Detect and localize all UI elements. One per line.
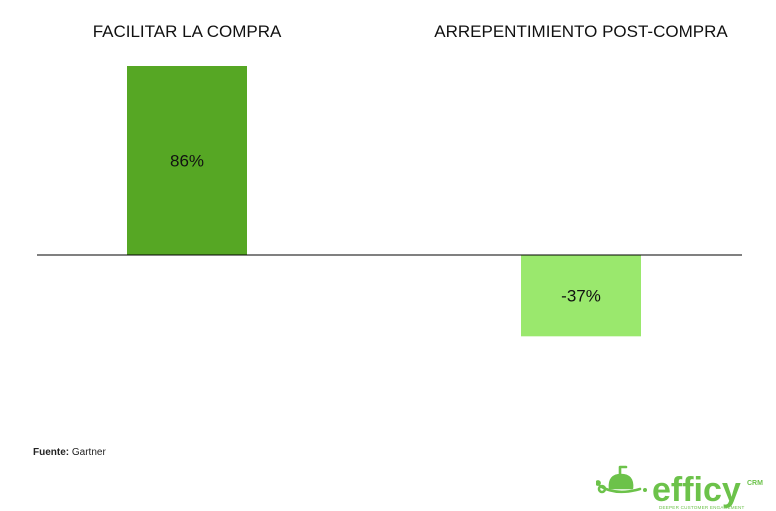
bar-facilitar-la-compra: [127, 66, 247, 255]
efficy-logo: efficy CRM DEEPER CUSTOMER ENGAGEMENT: [596, 465, 763, 510]
source-label: Fuente:: [33, 447, 70, 458]
logo-tagline: DEEPER CUSTOMER ENGAGEMENT: [659, 505, 745, 510]
source-note: Fuente: Gartner: [33, 447, 106, 458]
logo-word: efficy: [652, 471, 741, 509]
submarine-icon: [596, 465, 647, 494]
bar-arrepentimiento-post-compra: [521, 255, 641, 337]
source-value: Gartner: [71, 447, 106, 458]
category-label-1: ARREPENTIMIENTO POST-COMPRA: [434, 22, 728, 41]
value-label-1: -37%: [561, 287, 601, 306]
value-label-0: 86%: [170, 152, 204, 171]
bar-chart: FACILITAR LA COMPRA ARREPENTIMIENTO POST…: [37, 22, 742, 337]
category-label-0: FACILITAR LA COMPRA: [93, 22, 282, 41]
logo-crm-badge: CRM: [747, 480, 763, 487]
